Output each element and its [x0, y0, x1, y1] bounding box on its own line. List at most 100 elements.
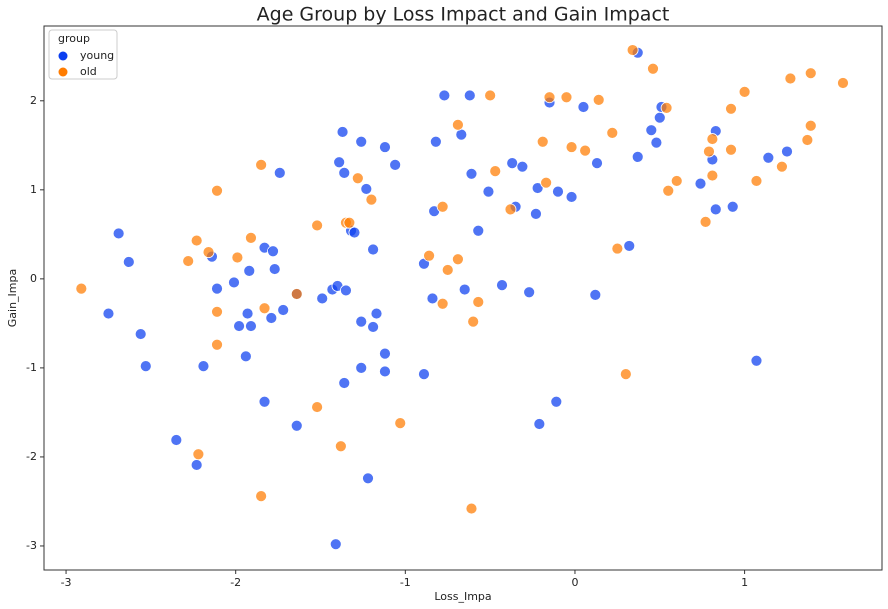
point [530, 207, 542, 220]
point [265, 312, 278, 324]
point [626, 44, 639, 56]
point [290, 419, 303, 432]
point [472, 224, 485, 237]
point [623, 240, 636, 252]
point [589, 288, 602, 301]
point [436, 297, 449, 310]
point [776, 160, 788, 173]
point [467, 315, 480, 328]
y-tick-label: 0 [30, 272, 37, 285]
point [228, 276, 240, 289]
point [438, 89, 451, 102]
point [211, 338, 223, 351]
point [255, 490, 268, 503]
point [370, 307, 383, 320]
point [750, 354, 763, 367]
point [241, 307, 254, 320]
y-tick-label: 1 [30, 183, 37, 196]
point [245, 320, 257, 332]
point [334, 440, 347, 453]
point [516, 160, 529, 173]
point [738, 85, 751, 98]
point [340, 284, 352, 297]
point [650, 136, 663, 149]
point [351, 172, 364, 185]
point [418, 368, 430, 381]
point [465, 502, 478, 515]
point [311, 401, 324, 413]
point [560, 91, 573, 104]
point [355, 135, 368, 148]
point [202, 246, 215, 259]
legend-title: group [58, 32, 90, 45]
point [233, 320, 245, 332]
point [379, 347, 391, 360]
point [394, 417, 407, 429]
point [489, 165, 502, 178]
point [258, 302, 271, 315]
point [670, 175, 683, 187]
point [211, 184, 223, 197]
point [536, 135, 549, 148]
point [273, 167, 286, 179]
point [781, 145, 793, 158]
point [243, 264, 256, 277]
point [591, 157, 603, 170]
point [837, 77, 849, 89]
point [703, 145, 715, 158]
point [367, 321, 379, 333]
point [455, 128, 468, 141]
point [694, 177, 707, 190]
point [725, 102, 737, 115]
point [543, 91, 556, 104]
point [631, 150, 644, 163]
plot-frame [43, 25, 883, 571]
point [360, 183, 373, 195]
point [645, 124, 658, 137]
point [565, 141, 578, 153]
point [245, 232, 257, 244]
point [423, 249, 435, 262]
point [579, 144, 592, 157]
point [379, 141, 391, 153]
point [472, 296, 485, 308]
point [139, 360, 152, 373]
point [660, 102, 673, 114]
x-tick-label: -3 [61, 576, 72, 589]
point [348, 226, 361, 239]
point [506, 157, 519, 170]
point [804, 67, 817, 80]
point [458, 283, 471, 296]
point [611, 242, 624, 255]
point [290, 288, 303, 300]
point [211, 282, 223, 295]
x-tick-label: 0 [571, 576, 578, 589]
point [725, 143, 737, 156]
point [268, 263, 281, 275]
point [441, 264, 454, 276]
point [362, 472, 374, 485]
y-tick-label: 2 [30, 94, 37, 107]
point [277, 304, 290, 316]
point [333, 156, 346, 169]
y-axis-label: Gain_Impa [6, 269, 19, 327]
x-axis-label: Loss_Impa [434, 590, 491, 603]
point [784, 72, 797, 85]
point [316, 292, 329, 305]
legend-marker [58, 51, 68, 61]
x-tick-label: -1 [400, 576, 411, 589]
point [619, 368, 632, 381]
point [552, 185, 564, 198]
legend-label: old [80, 65, 97, 78]
point [706, 169, 719, 182]
point [231, 251, 244, 264]
point [662, 184, 675, 197]
point [197, 360, 210, 373]
legend-box [48, 29, 118, 80]
chart-title: Age Group by Loss Impact and Gain Impact [257, 4, 670, 26]
point [192, 448, 205, 461]
point [211, 305, 223, 318]
point [484, 89, 497, 102]
point [750, 175, 763, 187]
